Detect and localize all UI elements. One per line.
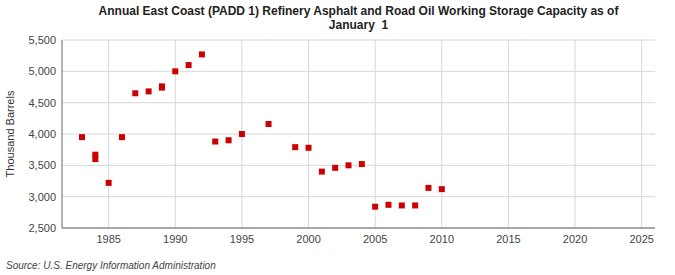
background	[0, 0, 675, 275]
y-grid-line	[62, 71, 655, 72]
point	[399, 202, 405, 208]
x-tick-label: 1985	[96, 233, 120, 245]
y-axis-line	[62, 40, 63, 228]
point	[306, 145, 312, 151]
point	[106, 180, 112, 186]
point	[319, 169, 325, 175]
y-tick-label: 4,500	[28, 97, 56, 109]
y-grid-line	[62, 228, 655, 229]
point	[332, 165, 338, 171]
point	[385, 202, 391, 208]
y-grid-line	[62, 165, 655, 166]
y-tick-label: 5,000	[28, 65, 56, 77]
x-grid-line	[641, 40, 642, 228]
x-tick-label: 2010	[430, 233, 454, 245]
point	[226, 137, 232, 143]
x-grid-line	[508, 40, 509, 228]
point	[132, 90, 138, 96]
x-grid-line	[375, 40, 376, 228]
y-tick-label: 2,500	[28, 222, 56, 234]
x-grid-line	[175, 40, 176, 228]
x-grid-line	[108, 40, 109, 228]
y-tick-label: 3,000	[28, 191, 56, 203]
x-tick-label: 2000	[296, 233, 320, 245]
y-grid-line	[62, 102, 655, 103]
x-grid-line	[575, 40, 576, 228]
point	[79, 134, 85, 140]
x-grid-line	[441, 40, 442, 228]
y-grid-line	[62, 196, 655, 197]
point	[199, 51, 205, 57]
title-line: Annual East Coast (PADD 1) Refinery Asph…	[99, 4, 620, 18]
y-grid-line	[62, 40, 655, 41]
point	[146, 88, 152, 94]
chart-svg: Annual East Coast (PADD 1) Refinery Asph…	[0, 0, 675, 275]
y-tick-label: 3,500	[28, 159, 56, 171]
y-grid-line	[62, 134, 655, 135]
source-note: Source: U.S. Energy Information Administ…	[6, 260, 216, 271]
point	[346, 162, 352, 168]
x-axis-line	[62, 228, 655, 229]
point	[212, 139, 218, 145]
point	[266, 121, 272, 127]
point	[172, 68, 178, 74]
point	[412, 202, 418, 208]
x-tick-label: 1990	[163, 233, 187, 245]
title: Annual East Coast (PADD 1) Refinery Asph…	[99, 4, 620, 32]
point	[119, 134, 125, 140]
x-tick-label: 2025	[629, 233, 653, 245]
x-tick-label: 1995	[230, 233, 254, 245]
points	[79, 51, 445, 209]
x-tick-label: 2020	[563, 233, 587, 245]
point	[292, 144, 298, 150]
point	[159, 83, 165, 89]
x-tick-label: 2005	[363, 233, 387, 245]
point	[372, 204, 378, 210]
point	[425, 185, 431, 191]
y-tick-label: 4,000	[28, 128, 56, 140]
point	[439, 186, 445, 192]
grid	[62, 40, 655, 228]
x-tick-label: 2015	[496, 233, 520, 245]
y-axis-label: Thousand Barrels	[4, 90, 16, 177]
point	[359, 161, 365, 167]
y-tick-label: 5,500	[28, 34, 56, 46]
point	[186, 62, 192, 68]
point	[239, 131, 245, 137]
point	[92, 152, 98, 158]
x-grid-line	[308, 40, 309, 228]
chart-container: Annual East Coast (PADD 1) Refinery Asph…	[0, 0, 675, 275]
title-line: January 1	[329, 18, 389, 32]
